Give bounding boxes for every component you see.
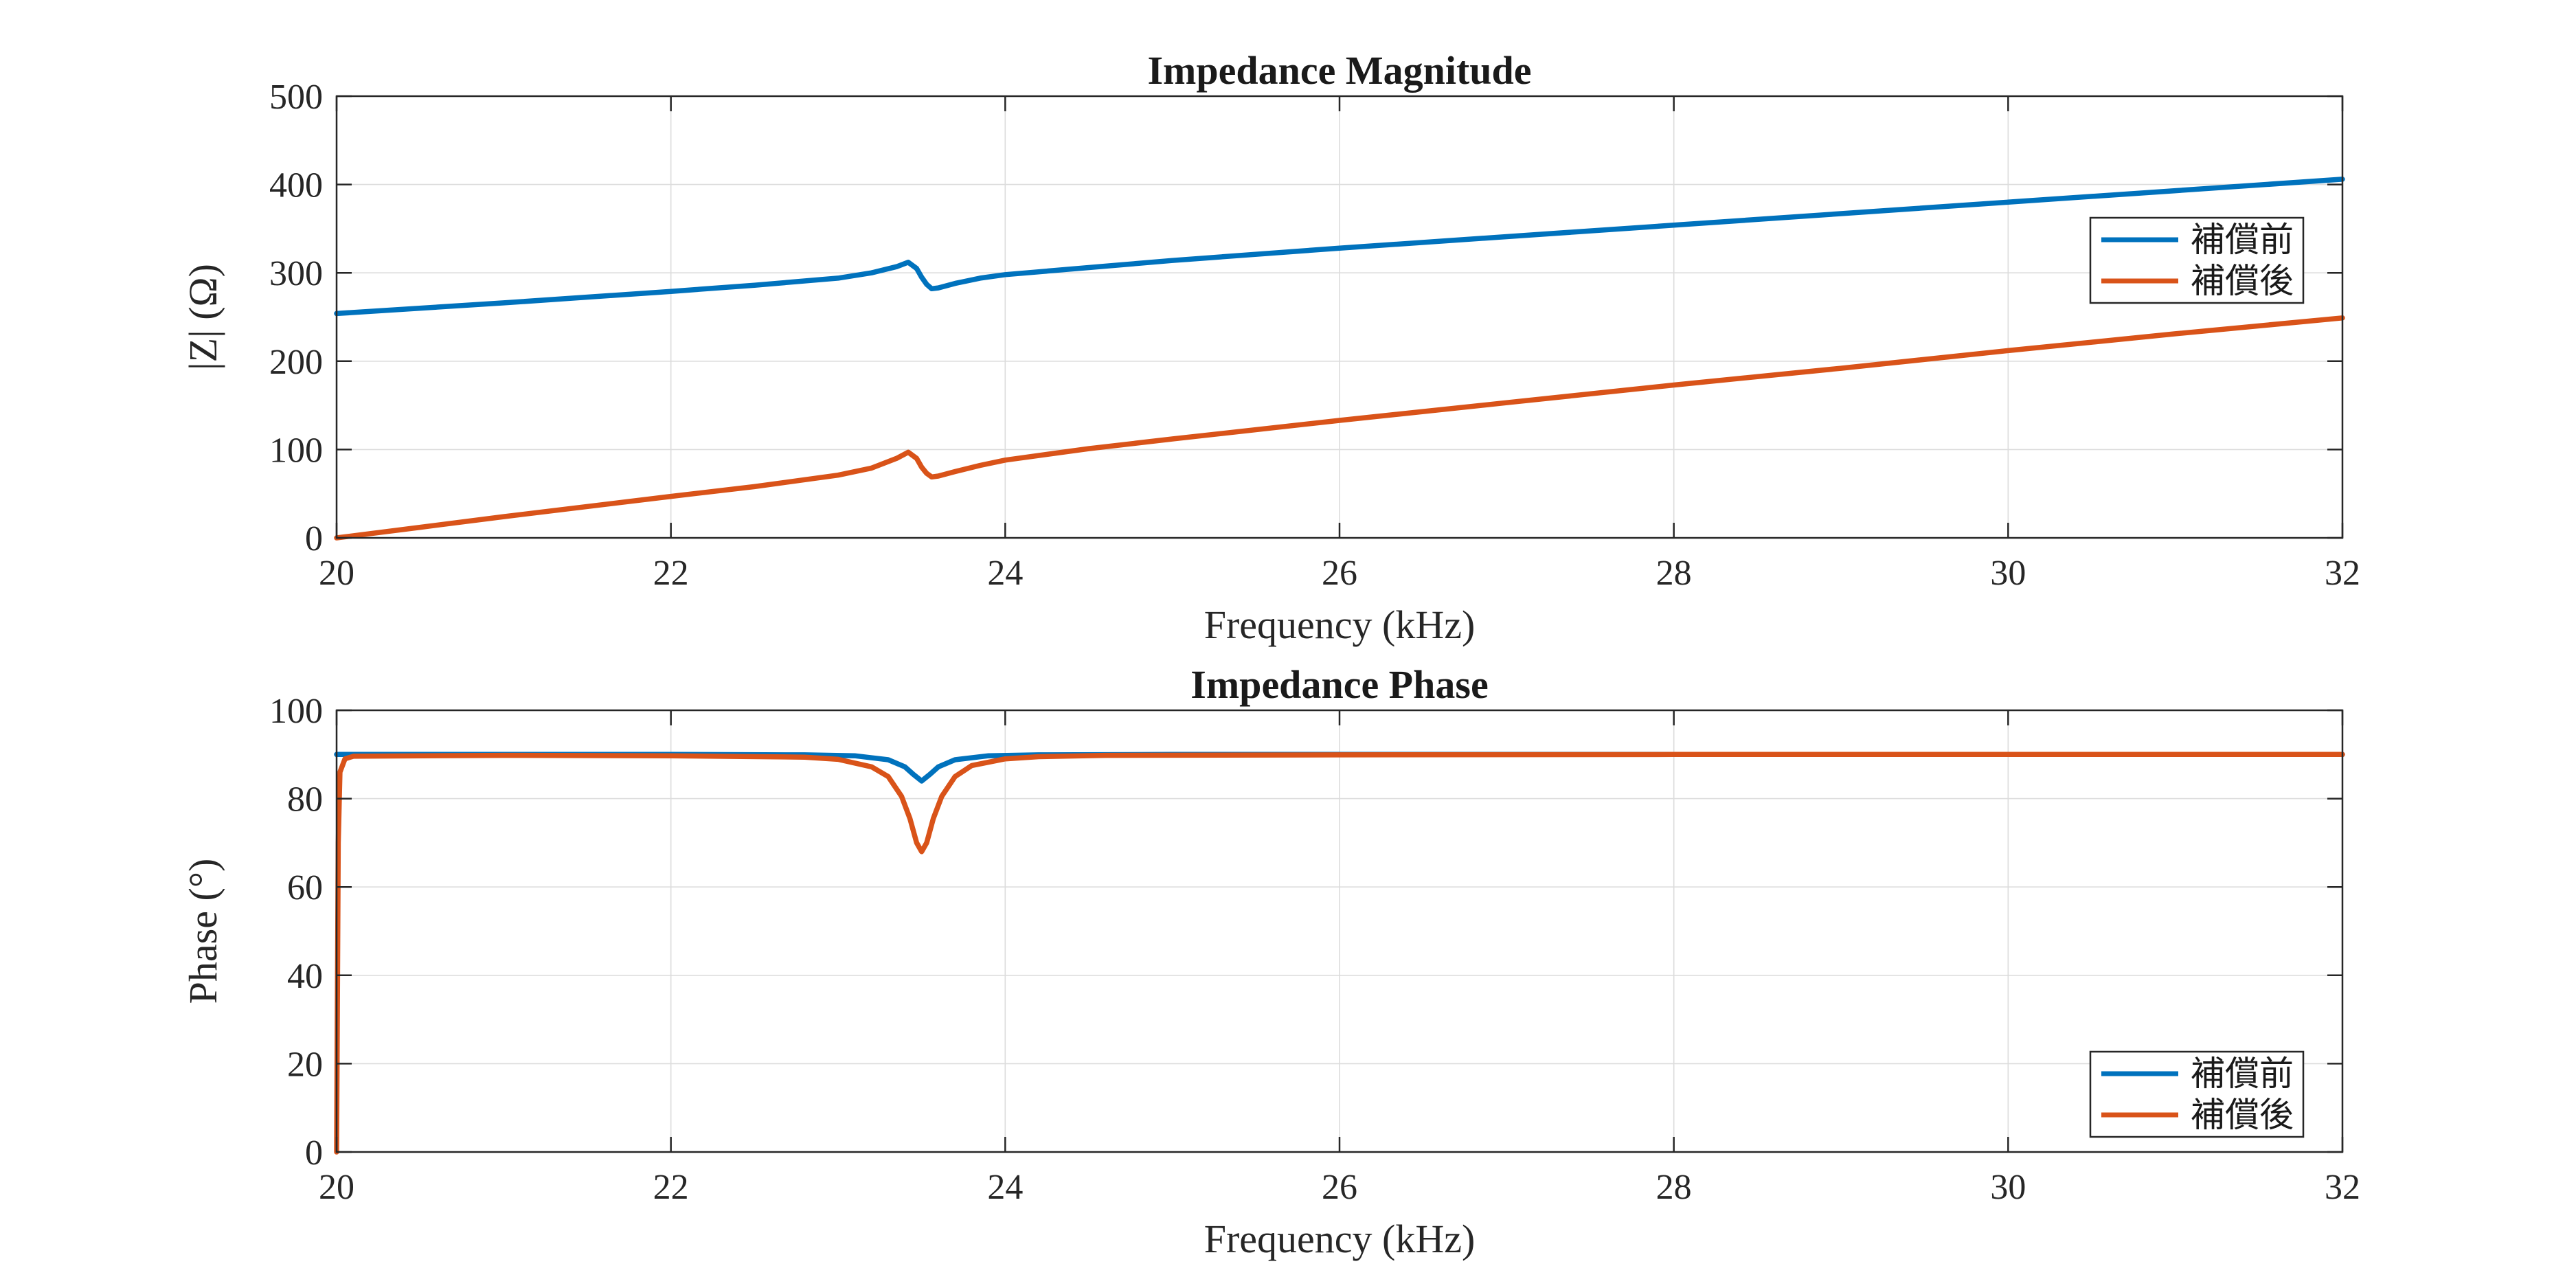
phase-legend: 補償前 補償後	[2089, 1050, 2305, 1138]
phase-y-tick-label: 60	[287, 868, 323, 907]
magnitude-chart: 20 22 24 26 28 30 32 0 100 200 300 400 500 Impedance…	[181, 48, 2360, 647]
phase-x-tick-label: 24	[987, 1168, 1023, 1207]
phase-x-tick-label: 28	[1656, 1168, 1692, 1207]
phase-x-axis-label: Frequency (kHz)	[1204, 1217, 1476, 1261]
phase-x-tick-label: 20	[319, 1168, 354, 1207]
magnitude-y-tick-label: 400	[269, 166, 323, 205]
phase-y-tick-label: 0	[305, 1133, 323, 1173]
magnitude-y-tick-label: 500	[269, 78, 323, 117]
magnitude-grid	[337, 96, 2342, 538]
phase-series-line-after	[334, 752, 2345, 1155]
phase-x-tick-label: 26	[1322, 1168, 1357, 1207]
magnitude-x-tick-label: 28	[1656, 554, 1692, 593]
magnitude-legend-label-before: 補償前	[2191, 220, 2294, 260]
phase-legend-box	[2089, 1050, 2305, 1138]
magnitude-x-axis-label: Frequency (kHz)	[1204, 602, 1476, 647]
magnitude-series-line-after	[334, 315, 2345, 541]
phase-y-tick-label: 80	[287, 780, 323, 820]
magnitude-y-tick-label: 100	[269, 431, 323, 470]
magnitude-ticks: 20 22 24 26 28 30 32 0 100 200 300 400 500	[269, 78, 2360, 593]
magnitude-y-tick-label: 200	[269, 343, 323, 382]
magnitude-x-tick-label: 32	[2325, 554, 2360, 593]
phase-y-tick-label: 100	[269, 692, 323, 731]
phase-y-axis-label: Phase (°)	[181, 859, 225, 1004]
magnitude-x-tick-label: 24	[987, 554, 1023, 593]
magnitude-x-tick-label: 30	[1990, 554, 2026, 593]
phase-x-tick-label: 32	[2325, 1168, 2360, 1207]
magnitude-x-tick-label: 22	[653, 554, 689, 593]
phase-legend-label-after: 補償後	[2191, 1095, 2294, 1135]
phase-x-tick-label: 22	[653, 1168, 689, 1207]
magnitude-legend: 補償前 補償後	[2089, 216, 2305, 304]
magnitude-y-tick-label: 0	[305, 519, 323, 558]
magnitude-series	[334, 177, 2345, 541]
phase-y-tick-label: 20	[287, 1045, 323, 1084]
magnitude-x-tick-label: 20	[319, 554, 354, 593]
phase-chart-title: Impedance Phase	[1190, 662, 1488, 707]
phase-x-tick-label: 30	[1990, 1168, 2026, 1207]
magnitude-series-line-before	[334, 177, 2345, 317]
magnitude-y-axis-label: |Z| (Ω)	[181, 264, 225, 370]
phase-y-tick-label: 40	[287, 957, 323, 996]
phase-legend-label-before: 補償前	[2191, 1054, 2294, 1094]
magnitude-x-tick-label: 26	[1322, 554, 1357, 593]
magnitude-legend-box	[2089, 216, 2305, 304]
phase-series	[334, 752, 2345, 1155]
magnitude-y-tick-label: 300	[269, 254, 323, 293]
magnitude-legend-label-after: 補償後	[2191, 261, 2294, 301]
phase-grid	[337, 710, 2342, 1152]
magnitude-chart-title: Impedance Magnitude	[1147, 48, 1531, 93]
